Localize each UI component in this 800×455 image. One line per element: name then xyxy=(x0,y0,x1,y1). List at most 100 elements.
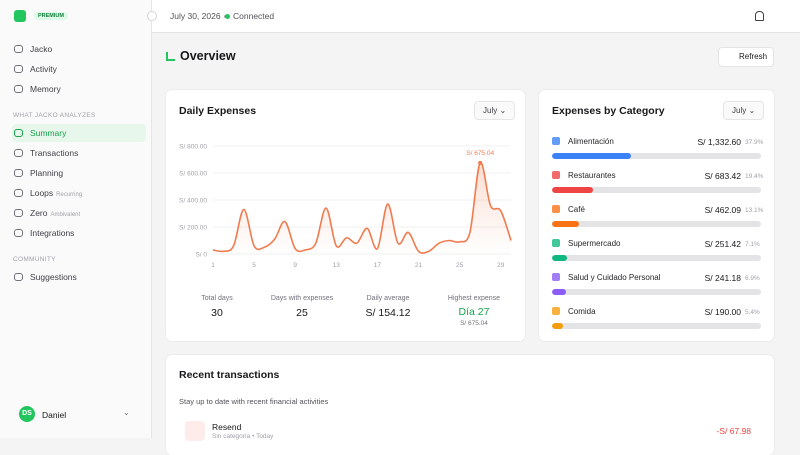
month-dropdown[interactable]: July ⌄ xyxy=(723,101,765,120)
category-name[interactable]: Comida xyxy=(568,307,596,316)
category-name[interactable]: Alimentación xyxy=(568,137,614,146)
date: July 30, 2026 xyxy=(170,11,221,21)
bell[interactable] xyxy=(755,11,764,21)
category-percent: 7.1% xyxy=(745,240,760,248)
label: Suggestions xyxy=(30,272,77,282)
label: July xyxy=(732,106,747,115)
premium-badge: PREMIUM xyxy=(34,12,68,20)
refresh-button[interactable]: Refresh xyxy=(718,47,774,67)
label: Transactions xyxy=(30,148,79,158)
y-tick-label: S/ 200.00 xyxy=(179,225,207,232)
status-dot xyxy=(225,14,230,19)
progress-bar xyxy=(552,153,632,159)
nav-suggestions[interactable]: Suggestions xyxy=(12,268,146,286)
category-icon xyxy=(552,307,560,315)
transaction-name[interactable]: Resend xyxy=(212,422,242,432)
category-percent: 13.1% xyxy=(745,206,764,214)
stat-label: Daily average xyxy=(366,295,410,302)
category-icon xyxy=(552,205,560,213)
x-tick-label: 5 xyxy=(252,262,256,269)
topbar: July 30, 2026 Connected xyxy=(147,0,800,33)
nav-transactions[interactable]: Transactions xyxy=(12,144,146,162)
transaction-amount: -S/ 67.98 xyxy=(716,426,752,436)
stat-label: Highest expense xyxy=(447,295,501,302)
category-percent: 6.9% xyxy=(745,274,760,282)
logo xyxy=(14,10,26,22)
category-percent: 19.4% xyxy=(745,172,764,180)
app: PREMIUM Jacko Activity Memory WHAT JACKO… xyxy=(12,0,800,455)
line xyxy=(212,162,512,254)
nav-summary[interactable]: Summary xyxy=(12,124,146,142)
chevron[interactable]: ⌄ xyxy=(123,408,130,417)
nav-loops[interactable]: Loops Recurring xyxy=(12,184,146,202)
category-card xyxy=(539,90,774,341)
category-percent: 37.9% xyxy=(745,138,764,146)
category-amount: S/ 462.09 xyxy=(704,205,741,215)
nav-integrations[interactable]: Integrations xyxy=(12,224,146,242)
progress-bar xyxy=(552,187,593,193)
nav-jacko[interactable]: Jacko xyxy=(12,40,146,58)
category-amount: S/ 251.42 xyxy=(704,239,741,249)
card-title: Daily Expenses xyxy=(179,105,257,117)
section-label: WHAT JACKO ANALYZES xyxy=(13,112,96,119)
transaction-meta: Sin categoría • Today xyxy=(212,433,274,440)
stat-value: Día 27 xyxy=(458,306,490,318)
stat-sub: S/ 675.04 xyxy=(460,320,488,327)
progress-bar xyxy=(552,289,567,295)
category-name[interactable]: Café xyxy=(568,205,585,214)
tag: Ambivalent xyxy=(50,212,81,218)
month-dropdown[interactable]: July ⌄ xyxy=(474,101,516,120)
category-name[interactable]: Salud y Cuidado Personal xyxy=(568,273,661,282)
x-tick-label: 9 xyxy=(293,262,297,269)
area xyxy=(213,162,511,254)
y-tick-label: S/ 800.00 xyxy=(179,144,207,151)
label: July xyxy=(483,106,498,115)
category-amount: S/ 1,332.60 xyxy=(697,137,741,147)
section-label: COMMUNITY xyxy=(13,256,56,263)
label: Activity xyxy=(30,64,57,74)
progress-track xyxy=(552,323,761,329)
progress-track xyxy=(552,153,761,159)
progress-track xyxy=(552,255,761,261)
x-tick-label: 1 xyxy=(211,262,215,269)
x-tick-label: 21 xyxy=(415,262,423,269)
category-amount: S/ 241.18 xyxy=(704,273,741,283)
label: Jacko xyxy=(30,44,53,54)
overview-icon xyxy=(166,52,175,61)
stat-value: 25 xyxy=(296,307,308,319)
category-percent: 5.4% xyxy=(745,308,760,316)
daily-card xyxy=(166,90,525,341)
progress-track xyxy=(552,289,761,295)
progress-bar xyxy=(552,221,580,227)
category-icon xyxy=(552,137,560,145)
user-name: Daniel xyxy=(42,410,67,420)
stat-label: Total days xyxy=(201,295,233,302)
card-subtitle: Stay up to date with recent financial ac… xyxy=(179,397,329,406)
peak-dot xyxy=(478,160,483,165)
category-amount: S/ 190.00 xyxy=(704,307,741,317)
progress-bar xyxy=(552,323,564,329)
nav-activity[interactable]: Activity xyxy=(12,60,146,78)
stat-label: Days with expenses xyxy=(270,295,334,302)
collapse-button[interactable] xyxy=(147,11,157,21)
nav-zero[interactable]: Zero Ambivalent xyxy=(12,204,146,222)
label: Planning xyxy=(30,168,64,178)
progress-track xyxy=(552,221,761,227)
card-title: Recent transactions xyxy=(179,369,280,381)
data-label: S/ 675.04 xyxy=(466,150,494,157)
avatar[interactable]: DS xyxy=(19,406,35,422)
category-name[interactable]: Restaurantes xyxy=(568,171,616,180)
label: Loops xyxy=(30,188,54,198)
label: Summary xyxy=(30,128,67,138)
progress-track xyxy=(552,187,761,193)
progress-bar xyxy=(552,255,567,261)
nav-planning[interactable]: Planning xyxy=(12,164,146,182)
tag: Recurring xyxy=(56,192,83,198)
category-name[interactable]: Supermercado xyxy=(568,239,621,248)
transaction-icon xyxy=(185,421,205,441)
nav-memory[interactable]: Memory xyxy=(12,80,146,98)
x-tick-label: 17 xyxy=(374,262,382,269)
category-amount: S/ 683.42 xyxy=(704,171,741,181)
status: Connected xyxy=(233,11,275,21)
x-tick-label: 25 xyxy=(456,262,464,269)
